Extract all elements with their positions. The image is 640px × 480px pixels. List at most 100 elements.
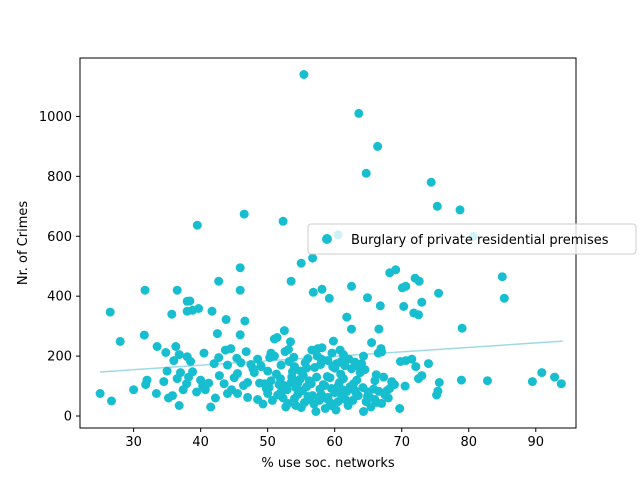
data-point — [214, 276, 224, 286]
y-tick-label: 200 — [47, 350, 72, 365]
data-point — [236, 358, 246, 368]
data-point — [332, 359, 342, 369]
x-axis-ticks: 30 40 50 60 70 80 90 — [125, 428, 544, 450]
data-point — [550, 372, 560, 382]
data-point — [373, 348, 383, 358]
data-point — [221, 315, 231, 324]
x-tick-label: 50 — [259, 435, 276, 450]
data-point — [370, 395, 380, 404]
data-point — [129, 385, 139, 395]
data-point — [497, 272, 507, 282]
data-point — [295, 375, 305, 384]
data-point — [171, 342, 181, 351]
data-point — [248, 364, 258, 374]
data-point — [159, 377, 169, 387]
data-point — [161, 348, 171, 357]
data-point — [407, 354, 417, 364]
data-point — [266, 376, 276, 386]
data-point — [239, 209, 249, 219]
data-point — [308, 253, 318, 263]
data-point — [385, 384, 395, 393]
data-point — [188, 305, 198, 315]
y-tick-label: 1000 — [39, 110, 72, 125]
data-point — [105, 307, 115, 317]
data-point — [243, 392, 253, 402]
data-point — [455, 205, 465, 215]
data-point — [414, 374, 423, 384]
data-point — [209, 359, 219, 369]
legend-marker — [322, 234, 332, 244]
data-point — [318, 380, 328, 390]
data-point — [199, 348, 209, 358]
data-point — [174, 401, 184, 410]
legend: Burglary of private residential premises — [307, 223, 637, 255]
data-point — [261, 384, 271, 393]
y-tick-label: 800 — [47, 170, 72, 185]
data-point — [235, 263, 245, 273]
y-axis-label: Nr. of Crimes — [16, 201, 31, 285]
x-tick-label: 90 — [528, 435, 545, 450]
data-point — [347, 324, 356, 334]
data-point — [152, 342, 162, 351]
data-point — [214, 371, 224, 381]
data-point — [361, 168, 371, 178]
data-point — [322, 372, 332, 381]
data-point — [172, 374, 182, 384]
data-point — [241, 347, 251, 357]
data-point — [115, 336, 125, 346]
data-point — [139, 330, 149, 340]
data-point — [344, 354, 354, 364]
data-point — [172, 285, 182, 295]
data-point — [333, 381, 343, 391]
data-point — [168, 391, 177, 401]
data-point — [414, 310, 423, 320]
data-point — [316, 360, 326, 369]
data-point — [371, 370, 381, 380]
data-point — [280, 347, 290, 357]
data-point — [95, 389, 105, 398]
data-point — [375, 301, 385, 311]
data-point — [185, 296, 195, 306]
data-point — [140, 285, 150, 295]
data-point — [317, 343, 327, 353]
y-tick-label: 0 — [64, 410, 72, 425]
data-point — [457, 323, 467, 333]
data-point — [296, 258, 306, 268]
data-point — [328, 336, 338, 346]
data-point — [347, 281, 356, 291]
data-point — [411, 362, 421, 372]
data-point — [400, 381, 410, 391]
data-point — [302, 363, 312, 373]
data-point — [537, 368, 547, 378]
data-point — [256, 362, 266, 372]
x-tick-label: 60 — [326, 435, 343, 450]
data-point — [258, 399, 268, 409]
data-point — [283, 398, 293, 408]
data-point — [367, 338, 377, 348]
data-point — [527, 377, 537, 387]
legend-box — [307, 223, 637, 255]
data-point — [141, 380, 151, 390]
data-point — [206, 402, 216, 412]
data-point — [198, 381, 208, 391]
data-point — [284, 357, 294, 366]
data-point — [327, 348, 337, 358]
data-point — [279, 381, 289, 390]
data-point — [279, 326, 289, 336]
y-tick-label: 600 — [47, 230, 72, 245]
y-axis-ticks: 0 200 400 600 800 1000 — [39, 110, 80, 425]
data-point — [359, 351, 368, 361]
data-point — [278, 216, 288, 226]
data-point — [426, 177, 436, 187]
data-point — [308, 287, 318, 297]
data-point — [336, 369, 346, 379]
data-point — [304, 395, 314, 404]
data-point — [374, 324, 384, 334]
data-point — [417, 297, 427, 307]
data-point — [162, 366, 172, 376]
data-point — [219, 379, 229, 389]
data-point — [351, 389, 361, 398]
data-point — [385, 268, 395, 278]
data-point — [380, 390, 390, 400]
